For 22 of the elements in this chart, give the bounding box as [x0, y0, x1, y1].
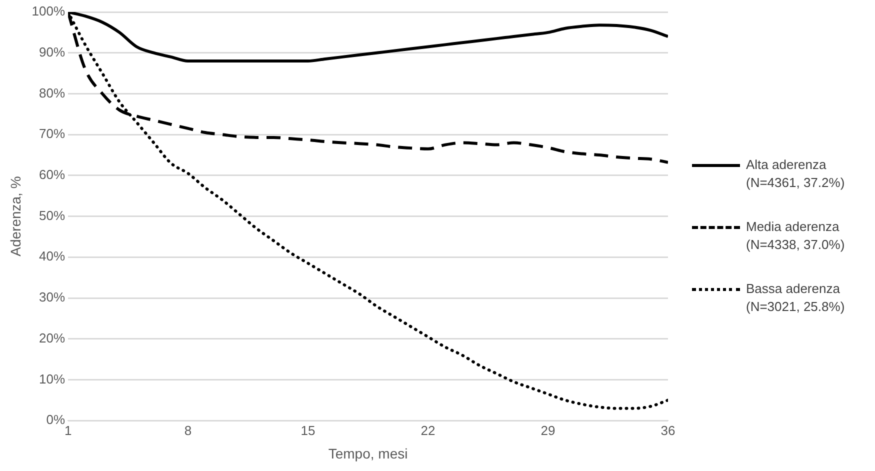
legend-label: Bassa aderenza (N=3021, 25.8%): [746, 280, 846, 316]
x-tick-label: 8: [184, 422, 192, 438]
legend-label: Alta aderenza (N=4361, 37.2%): [746, 156, 846, 192]
y-tick-label: 40%: [39, 248, 66, 264]
y-tick-label: 70%: [39, 126, 66, 142]
y-tick-label: 80%: [39, 85, 66, 100]
y-tick-label: 30%: [39, 290, 66, 305]
legend-label: Media aderenza (N=4338, 37.0%): [746, 218, 846, 254]
y-tick-label: 20%: [39, 330, 66, 346]
y-tick-label: 90%: [39, 44, 66, 60]
x-axis-title: Tempo, mesi: [328, 445, 408, 462]
x-tick-label: 15: [300, 422, 316, 438]
y-tick-label: 50%: [39, 208, 66, 223]
x-tick-label: 1: [64, 422, 72, 438]
y-axis-title: Aderenza, %: [7, 176, 24, 256]
y-tick-label: 60%: [39, 167, 66, 182]
y-tick-label: 100%: [32, 4, 66, 19]
x-tick-label: 22: [420, 422, 436, 438]
x-tick-label: 36: [660, 422, 676, 438]
x-tick-label: 29: [540, 422, 556, 438]
y-tick-label: 10%: [39, 371, 66, 386]
y-tick-label: 0%: [46, 412, 66, 428]
